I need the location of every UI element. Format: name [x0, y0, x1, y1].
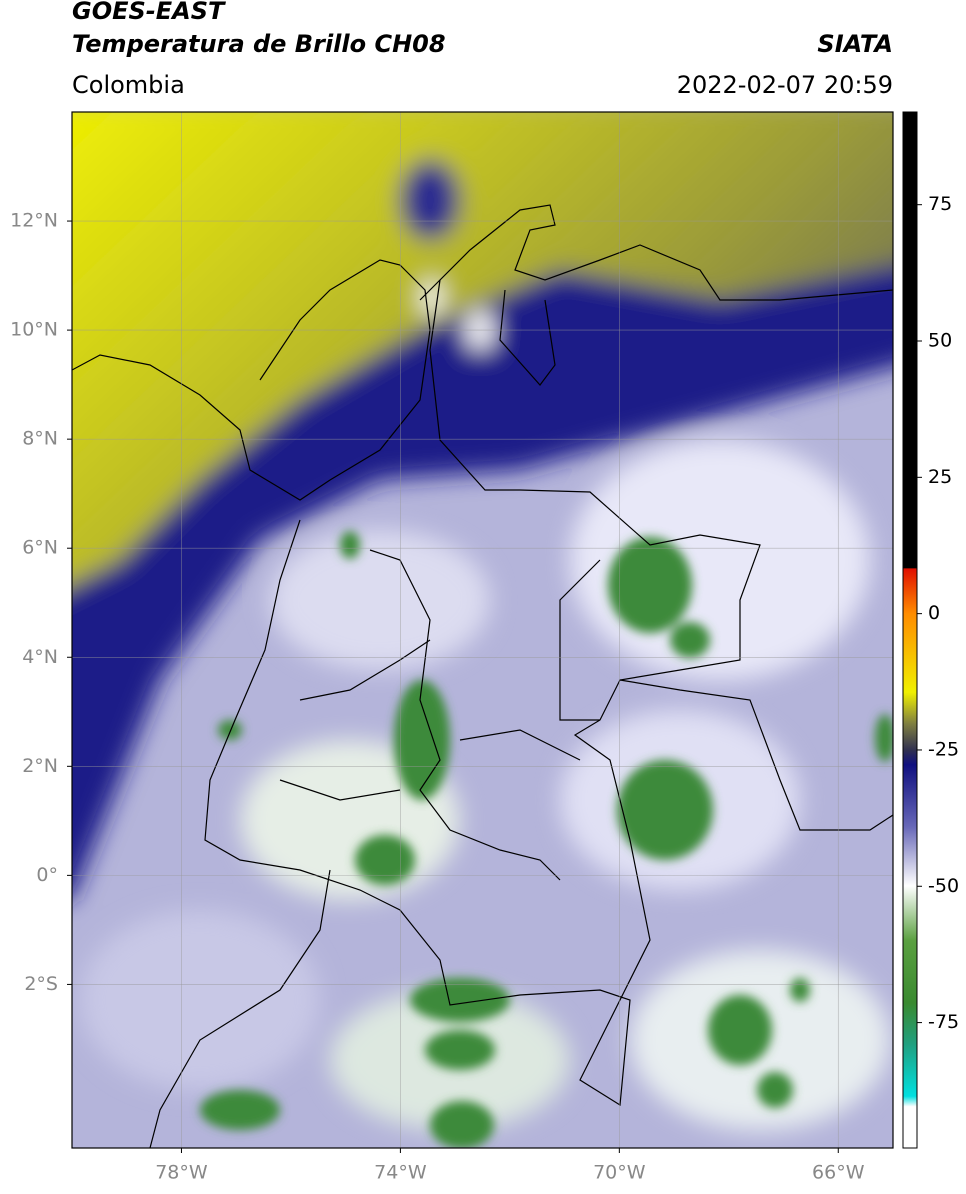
y-tick-label: 12°N: [10, 210, 58, 232]
border: [149, 869, 331, 1148]
storm: [617, 760, 713, 860]
storm: [410, 978, 510, 1022]
cloud: [80, 910, 320, 1090]
storm: [875, 714, 893, 762]
grid: [72, 112, 893, 1148]
y-tick-label: 2°N: [22, 755, 58, 777]
colorbar-tick-label: 75: [928, 193, 952, 215]
colorbar-tick-label: 0: [928, 602, 940, 624]
department-border: [279, 559, 601, 801]
cloud: [270, 530, 490, 670]
storm: [218, 720, 242, 740]
storm: [394, 680, 450, 800]
x-tick-label: 70°W: [593, 1162, 646, 1184]
colorbar-tick-label: -50: [928, 875, 959, 897]
y-tick-label: 2°S: [24, 973, 58, 995]
department-border: [369, 549, 561, 881]
map-frame: [71, 111, 894, 1149]
cloud-field: [72, 112, 893, 1130]
storm: [708, 995, 772, 1065]
coastline: [419, 204, 893, 301]
storm: [790, 978, 810, 1002]
agency: SIATA: [817, 30, 893, 58]
y-tick-label: 10°N: [10, 319, 58, 341]
region: Colombia: [72, 71, 185, 99]
storm: [670, 622, 710, 658]
coastline: [499, 289, 556, 386]
source: GOES-EAST: [72, 0, 226, 25]
imagery: [72, 112, 893, 1148]
y-tick-label: 6°N: [22, 537, 58, 559]
colorbar-tick-label: -75: [928, 1011, 959, 1033]
storm: [608, 537, 692, 633]
storm: [430, 1101, 494, 1148]
timestamp: 2022-02-07 20:59: [677, 71, 893, 99]
colorbar-tick-label: -25: [928, 738, 959, 760]
x-tick-label: 78°W: [155, 1162, 208, 1184]
storm: [355, 835, 415, 885]
storm: [757, 1072, 793, 1108]
cloud: [400, 160, 460, 240]
deep-convection: [200, 531, 893, 1148]
x-tick-label: 74°W: [374, 1162, 427, 1184]
colorbar-tick-label: 25: [928, 466, 952, 488]
coastline: [72, 259, 431, 501]
storm: [340, 531, 360, 559]
storm: [425, 1030, 495, 1070]
storm: [200, 1090, 280, 1130]
x-tick-label: 66°W: [812, 1162, 865, 1184]
colorbar: [902, 111, 918, 1149]
colombia-border: [204, 279, 761, 1107]
y-tick-label: 8°N: [22, 428, 58, 450]
colorbar-tick-label: 50: [928, 330, 952, 352]
borders: [72, 204, 893, 1148]
product: Temperatura de Brillo CH08: [72, 30, 446, 58]
y-tick-label: 4°N: [22, 646, 58, 668]
border: [619, 679, 893, 831]
y-tick-label: 0°: [36, 864, 58, 886]
dry-air: [72, 112, 893, 584]
